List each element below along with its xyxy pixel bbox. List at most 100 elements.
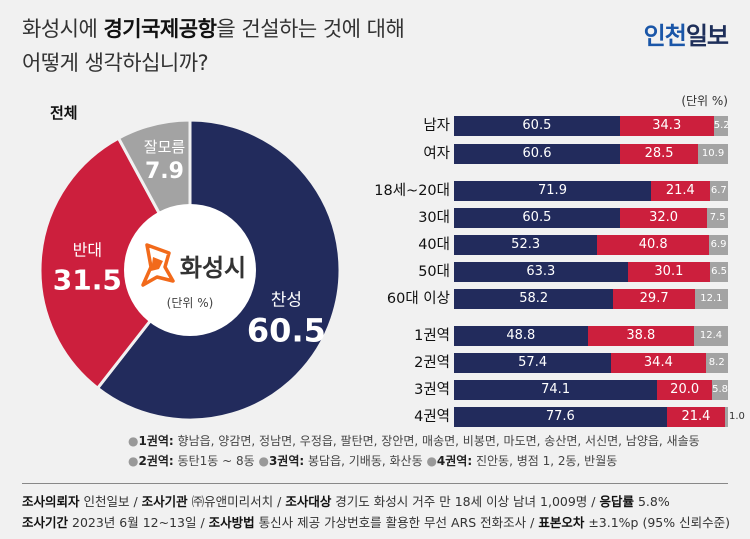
pie-slice-label-1: 반대 [73, 240, 102, 259]
footer-text: 통신사 제공 가상번호를 활용한 무선 ARS 전화조사 / [254, 515, 539, 530]
region-legend-line-1: ●1권역: 향남읍, 양감면, 정남면, 우정읍, 팔탄면, 장안면, 매송면,… [128, 432, 700, 449]
footer-key: 3권역: [268, 454, 305, 468]
bar-segment-2: 40.8 [597, 235, 710, 255]
hwaseong-logo-icon [141, 243, 175, 287]
bar-segment-1: 58.2 [454, 289, 614, 309]
bar-row: 1권역 48.8 38.8 12.4 [0, 326, 750, 346]
footer-key: 1권역: [138, 434, 174, 448]
bar-segment-2: 34.4 [611, 353, 706, 373]
bar-segment-1: 74.1 [454, 380, 658, 400]
bar-row: 50대 63.3 30.1 6.5 [0, 262, 750, 282]
bar-segment-1: 52.3 [454, 235, 598, 255]
bar-segment-1: 77.6 [454, 407, 667, 427]
footer-key: 4권역: [436, 454, 473, 468]
bar-row: 18세~20대 71.9 21.4 6.7 [0, 181, 750, 201]
title-post: 을 건설하는 것에 대해 [216, 17, 405, 41]
bar-category-label: 50대 [418, 264, 450, 280]
footer-text: ±3.1%p (95% 신뢰수준) [584, 515, 730, 530]
footer-text: 진안동, 병점 1, 2동, 반월동 [472, 454, 618, 468]
bar-segment-2: 30.1 [627, 262, 711, 282]
footer-key: 조사기간 [22, 515, 69, 530]
bullet-icon: ● [422, 454, 437, 468]
logo-part-2: 일보 [685, 22, 729, 50]
bar-category-label: 30대 [418, 210, 450, 226]
pie-center-unit: (단위 %) [167, 296, 214, 310]
bar-segment-2: 38.8 [587, 326, 694, 346]
bar-segment-3 [725, 407, 728, 427]
bar-row: 4권역 77.6 21.4 1.0 [0, 407, 750, 427]
pie-center-logo-text: 화성시 [180, 254, 246, 282]
bar-segment-2: 20.0 [657, 380, 713, 400]
bar-category-label: 40대 [418, 237, 450, 253]
bar-segment-2: 21.4 [666, 407, 726, 427]
bullet-icon: ● [128, 434, 139, 448]
overall-label: 전체 [50, 104, 78, 122]
survey-source-line-2: 조사기간 2023년 6월 12~13일 / 조사방법 통신사 제공 가상번호를… [22, 512, 730, 531]
pie-slice-label-0: 찬성 [271, 291, 302, 311]
bar-segment-3: 10.9 [698, 144, 728, 164]
footer-key: 조사방법 [208, 515, 255, 530]
bar-segment-2: 21.4 [651, 181, 710, 201]
footer-text: 향남읍, 양감면, 정남면, 우정읍, 팔탄면, 장안면, 매송면, 비봉면, … [173, 434, 700, 448]
footer-key: 조사의뢰자 [22, 494, 80, 509]
pie-slice-value-1: 31.5 [53, 263, 122, 296]
bar-segment-2: 32.0 [619, 208, 708, 228]
bar-segment-label-outside: 1.0 [729, 411, 745, 422]
logo-part-1: 인천 [643, 22, 687, 50]
bar-row: 남자 60.5 34.3 5.2 [0, 116, 750, 136]
bar-segment-1: 48.8 [454, 326, 588, 346]
bar-segment-3: 12.1 [694, 289, 728, 309]
bar-segment-2: 28.5 [620, 144, 699, 164]
footer-text: ㈜유앤미리서치 / [187, 494, 286, 509]
bar-segment-3: 6.5 [710, 262, 728, 282]
title-line-2: 어떻게 생각하십니까? [22, 51, 209, 75]
pie-slice-value-2: 7.9 [145, 159, 184, 184]
bar-row: 60대 이상 58.2 29.7 12.1 [0, 289, 750, 309]
unit-label: (단위 %) [681, 94, 728, 108]
footer-key: 조사대상 [285, 494, 332, 509]
incheon-ilbo-logo: 인천일보 [643, 16, 729, 51]
bar-row: 30대 60.5 32.0 7.5 [0, 208, 750, 228]
bar-segment-2: 34.3 [619, 116, 714, 136]
bar-segment-1: 71.9 [454, 181, 651, 201]
footer-text: 봉담읍, 기배동, 화산동 [304, 454, 423, 468]
bar-segment-2: 29.7 [613, 289, 695, 309]
bar-segment-3: 6.9 [709, 235, 728, 255]
footer-text: 2023년 6월 12~13일 / [68, 515, 209, 530]
pie-center: 화성시 (단위 %) [124, 204, 256, 336]
chart-title: 화성시에 경기국제공항을 건설하는 것에 대해 어떻게 생각하십니까? [22, 12, 405, 80]
bullet-icon: ● [128, 454, 139, 468]
title-bold: 경기국제공항 [103, 17, 217, 41]
bar-segment-1: 60.5 [454, 208, 620, 228]
footer-key: 응답률 [599, 494, 634, 509]
bar-segment-3: 5.2 [713, 116, 728, 136]
pie-slice-1 [38, 136, 192, 391]
title-pre: 화성시에 [22, 17, 104, 41]
bar-category-label: 60대 이상 [386, 291, 450, 307]
footer-text: 인천일보 / [79, 494, 142, 509]
region-legend-line-2: ●2권역: 동탄1동 ~ 8동 ●3권역: 봉담읍, 기배동, 화산동 ●4권역… [128, 452, 617, 469]
footer-text: 동탄1동 ~ 8동 [173, 454, 255, 468]
pie-slice-label-2: 잘모름 [144, 138, 186, 156]
bar-segment-1: 57.4 [454, 353, 612, 373]
bar-row: 40대 52.3 40.8 6.9 [0, 235, 750, 255]
title-line-1: 화성시에 경기국제공항을 건설하는 것에 대해 [22, 12, 405, 46]
bar-category-label: 남자 [423, 118, 450, 134]
footer-key: 표본오차 [538, 515, 585, 530]
bar-category-label: 18세~20대 [374, 183, 450, 199]
bar-segment-1: 63.3 [454, 262, 628, 282]
bullet-icon: ● [254, 454, 269, 468]
bar-segment-3: 6.7 [709, 181, 728, 201]
bar-category-label: 4권역 [414, 409, 450, 425]
bar-category-label: 1권역 [414, 328, 450, 344]
bar-segment-3: 12.4 [694, 326, 728, 346]
survey-source-line-1: 조사의뢰자 인천일보 / 조사기관 ㈜유앤미리서치 / 조사대상 경기도 화성시… [22, 491, 670, 510]
bar-category-label: 여자 [423, 146, 450, 162]
footer-key: 조사기관 [141, 494, 188, 509]
footer-text: 5.8% [633, 494, 670, 509]
bar-category-label: 2권역 [414, 355, 450, 371]
bar-segment-3: 5.8 [712, 380, 728, 400]
bar-row: 2권역 57.4 34.4 8.2 [0, 353, 750, 373]
